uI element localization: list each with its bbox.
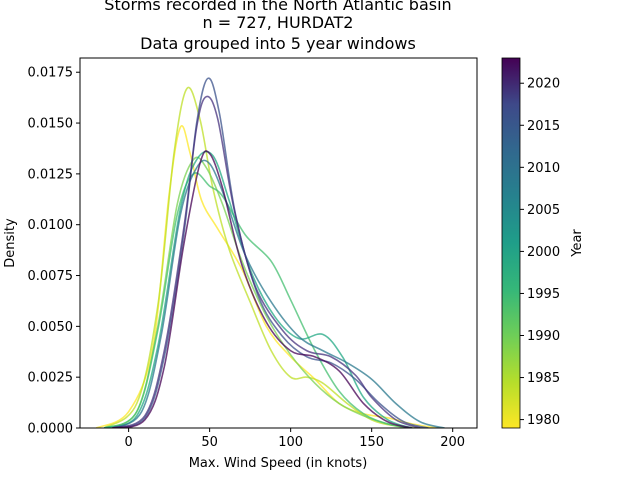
title-line-1: Storms recorded in the North Atlantic ba… [104, 0, 451, 14]
y-axis: 0.0000 0.0025 0.0050 0.0075 0.0100 0.0125 0.01… [28, 66, 80, 437]
x-tick-label: 150 [359, 435, 384, 450]
y-tick-label: 0.0075 [28, 269, 74, 284]
x-tick-label: 0 [124, 435, 132, 450]
y-tick-label: 0.0150 [28, 117, 74, 132]
density-curve-1985 [103, 86, 421, 428]
plot-frame [79, 57, 478, 429]
chart-title: Storms recorded in the North Atlantic ba… [104, 0, 451, 53]
y-tick-label: 0.0175 [28, 66, 74, 81]
colorbar-tick-label: 2000 [527, 245, 560, 260]
colorbar-tick-label: 2005 [527, 203, 560, 218]
x-axis-label: Max. Wind Speed (in knots) [189, 456, 368, 471]
title-line-2: n = 727, HURDAT2 [203, 13, 354, 32]
density-curve-2005 [112, 159, 445, 428]
colorbar-tick-label: 1995 [527, 287, 560, 302]
colorbar-tick-label: 2010 [527, 161, 560, 176]
colorbar-tick-label: 1980 [527, 413, 560, 428]
colorbar-tick-label: 2020 [527, 77, 560, 92]
y-tick-label: 0.0125 [28, 167, 74, 182]
density-curve-2010 [112, 77, 429, 428]
colorbar-label: Year [570, 229, 585, 258]
x-tick-label: 50 [201, 435, 218, 450]
density-curve-2020 [112, 150, 413, 428]
colorbar: 1980 1985 1990 1995 2000 2005 2010 2015 2020 Yea… [501, 57, 585, 429]
y-axis-label: Density [3, 218, 18, 268]
density-curve-2015 [112, 95, 421, 428]
title-line-3: Data grouped into 5 year windows [140, 34, 416, 53]
density-curves [95, 77, 445, 428]
colorbar-tick-label: 1985 [527, 371, 560, 386]
y-tick-label: 0.0000 [28, 422, 74, 437]
y-tick-label: 0.0100 [28, 218, 74, 233]
density-curve-1995 [103, 172, 413, 428]
x-tick-label: 100 [278, 435, 303, 450]
colorbar-gradient [501, 57, 521, 429]
colorbar-tick-label: 1990 [527, 329, 560, 344]
x-tick-label: 200 [440, 435, 465, 450]
colorbar-tick-label: 2015 [527, 119, 560, 134]
y-tick-label: 0.0050 [28, 320, 74, 335]
x-axis: 0 50 100 150 200 [124, 428, 465, 450]
y-tick-label: 0.0025 [28, 371, 74, 386]
colorbar-ticks: 1980 1985 1990 1995 2000 2005 2010 2015 2020 [520, 77, 560, 428]
